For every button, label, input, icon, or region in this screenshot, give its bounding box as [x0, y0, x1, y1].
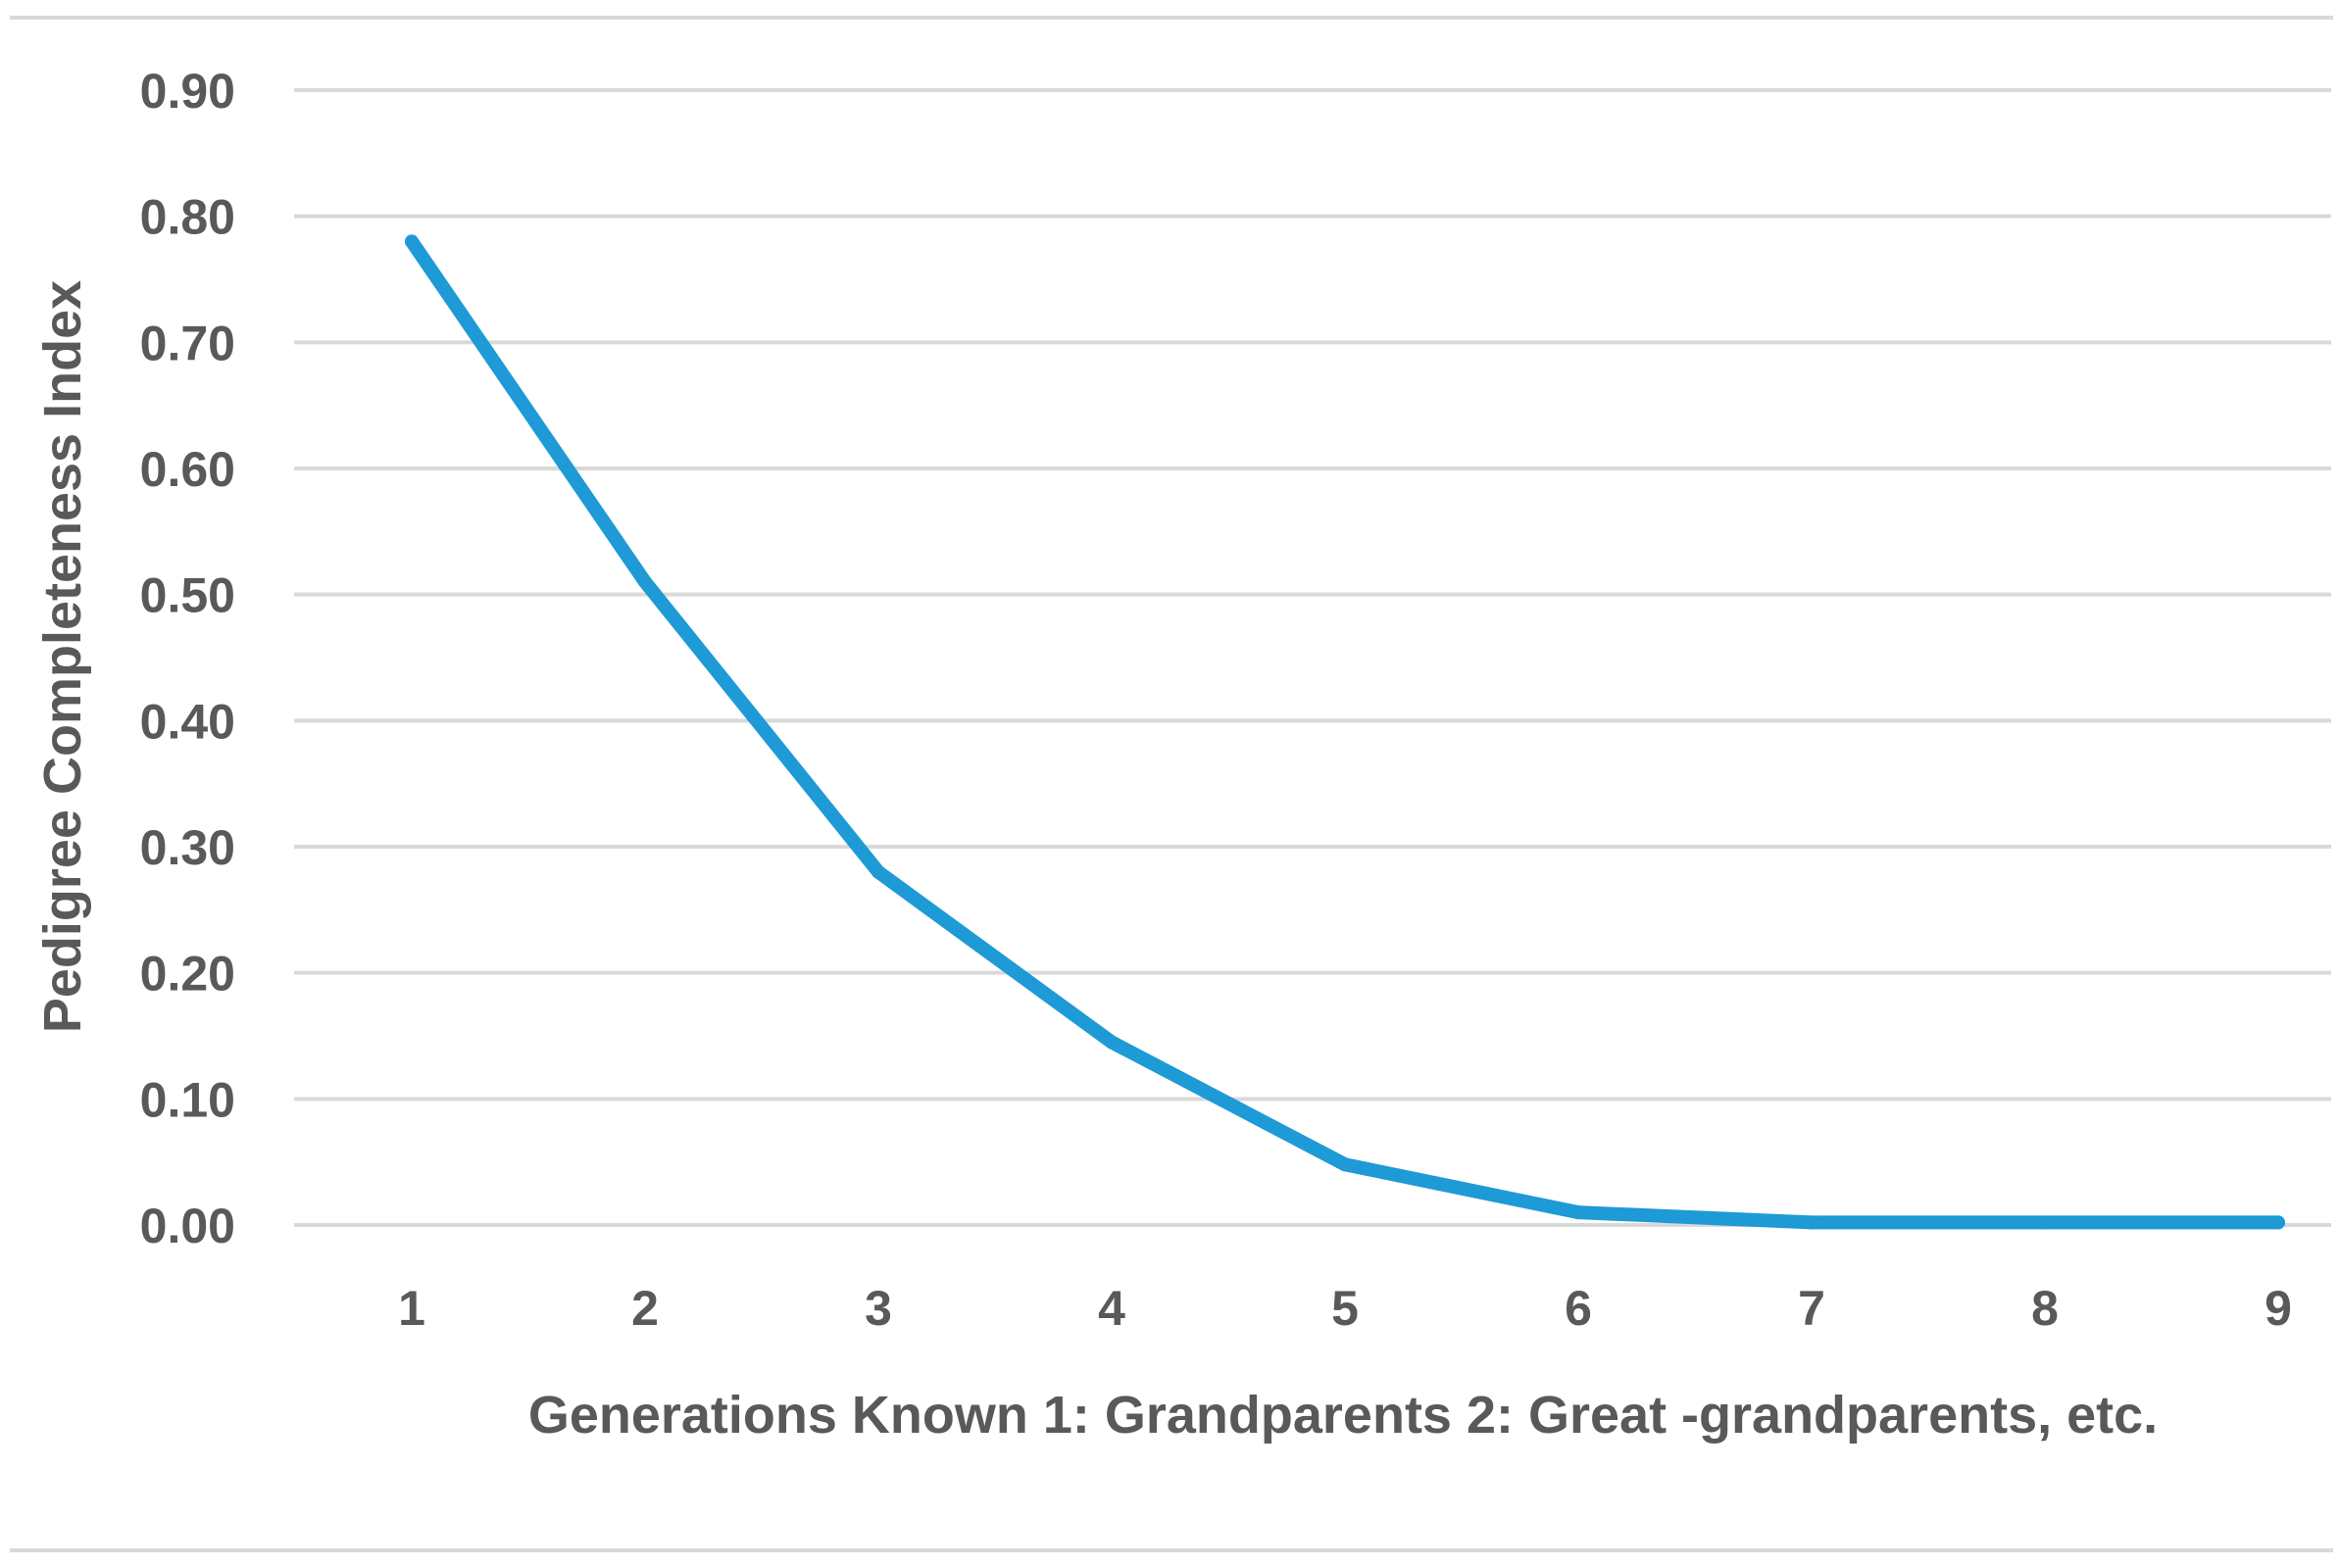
y-tick-label: 0.00 — [140, 1199, 235, 1253]
x-tick-label: 8 — [2031, 1281, 2059, 1336]
y-tick-label: 0.60 — [140, 442, 235, 497]
data-point — [2271, 1215, 2285, 1230]
x-tick-label: 1 — [398, 1281, 425, 1336]
x-tick-label: 9 — [2264, 1281, 2292, 1336]
data-point — [1571, 1205, 1585, 1220]
x-axis-title: Generations Known 1: Grandparents 2: Gre… — [528, 1386, 2158, 1445]
series-line — [405, 234, 2285, 1230]
data-point — [1105, 1035, 1119, 1050]
x-tick-label: 2 — [631, 1281, 659, 1336]
x-tick-label: 4 — [1098, 1281, 1125, 1336]
x-tick-label: 5 — [1331, 1281, 1359, 1336]
data-point — [2038, 1215, 2052, 1230]
y-tick-label: 0.80 — [140, 190, 235, 245]
gridlines — [294, 88, 2331, 1227]
y-tick-label: 0.20 — [140, 947, 235, 1002]
y-axis-tick-labels: 0.00 0.10 0.20 0.30 0.40 0.50 0.60 0.70 0.80 0.90 — [140, 64, 235, 1253]
y-tick-label: 0.70 — [140, 316, 235, 370]
y-axis-title: Pedigree Completeness Index — [33, 280, 92, 1033]
x-tick-label: 3 — [865, 1281, 892, 1336]
x-tick-label: 6 — [1565, 1281, 1592, 1336]
y-tick-label: 0.90 — [140, 64, 235, 119]
y-tick-label: 0.50 — [140, 568, 235, 623]
series-group — [405, 234, 2285, 1230]
x-axis-tick-labels: 1 2 3 4 5 6 7 8 9 — [398, 1281, 2292, 1336]
x-tick-label: 7 — [1798, 1281, 1825, 1336]
y-tick-label: 0.10 — [140, 1072, 235, 1127]
y-tick-label: 0.40 — [140, 694, 235, 749]
data-point — [405, 234, 419, 249]
data-point — [638, 574, 652, 589]
y-tick-label: 0.30 — [140, 820, 235, 875]
data-point — [1338, 1157, 1352, 1172]
data-point — [871, 864, 885, 879]
data-point — [1805, 1215, 1818, 1230]
